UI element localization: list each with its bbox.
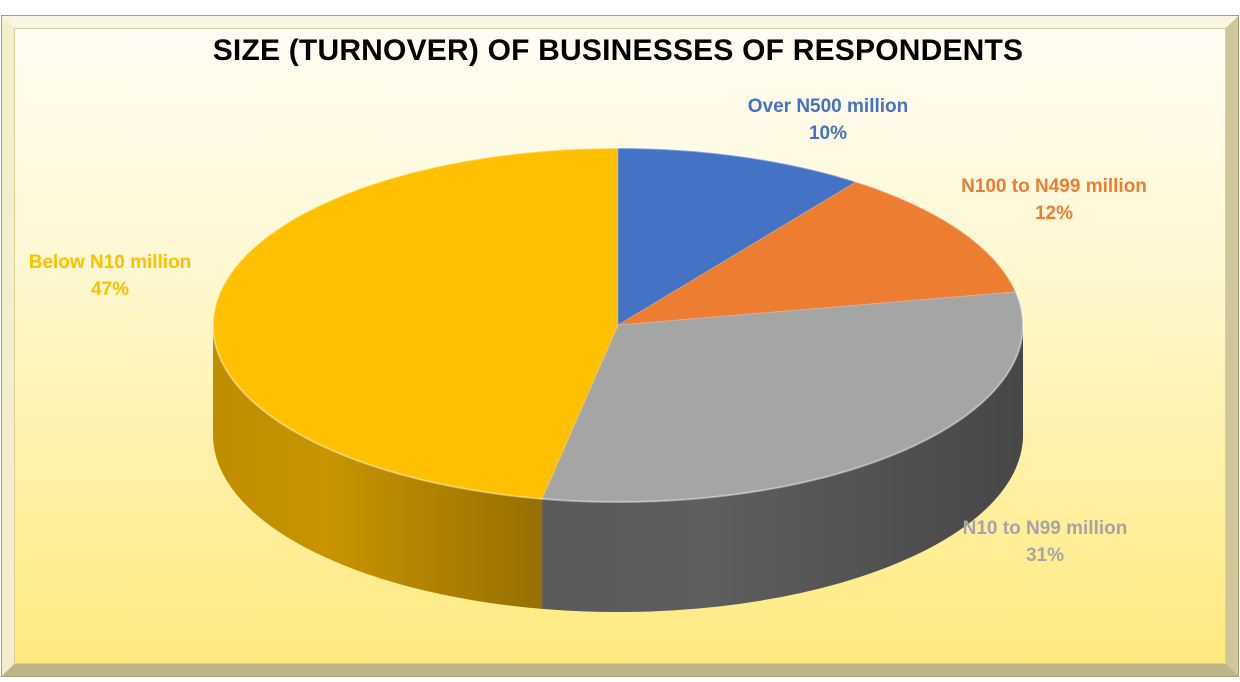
- slice-percent-n10-to-n99-million: 31%: [1026, 545, 1064, 566]
- slice-label-below-n10-million: Below N10 million: [29, 252, 192, 273]
- pie-slice-n100-to-n499-million: [617, 181, 1017, 326]
- pie-top-rim: [212, 147, 1024, 503]
- slice-percent-below-n10-million: 47%: [91, 279, 129, 300]
- pie-side-shade-below-n10-million: [213, 325, 543, 609]
- pie-top-layer: [212, 147, 1024, 503]
- pie-slice-n10-to-n99-million: [541, 291, 1024, 503]
- chart-title: SIZE (TURNOVER) OF BUSINESSES OF RESPOND…: [212, 34, 1024, 67]
- pie-slice-over-n500-million: [617, 147, 858, 326]
- slice-label-n100-to-n499-million: N100 to N499 million: [961, 176, 1147, 197]
- pie-slice-below-n10-million: [212, 147, 619, 500]
- chart-frame-inner-border: [14, 28, 1226, 664]
- pie-side-layer: [213, 325, 1023, 612]
- slice-label-n10-to-n99-million: N10 to N99 million: [963, 518, 1128, 539]
- slice-percent-over-n500-million: 10%: [809, 123, 847, 144]
- slice-label-over-n500-million: Over N500 million: [748, 96, 909, 117]
- pie-side-shade-n10-to-n99-million: [542, 325, 1023, 612]
- pie-label-layer: Over N500 million 10% N100 to N499 million…: [29, 96, 1147, 566]
- slice-percent-n100-to-n499-million: 12%: [1035, 203, 1073, 224]
